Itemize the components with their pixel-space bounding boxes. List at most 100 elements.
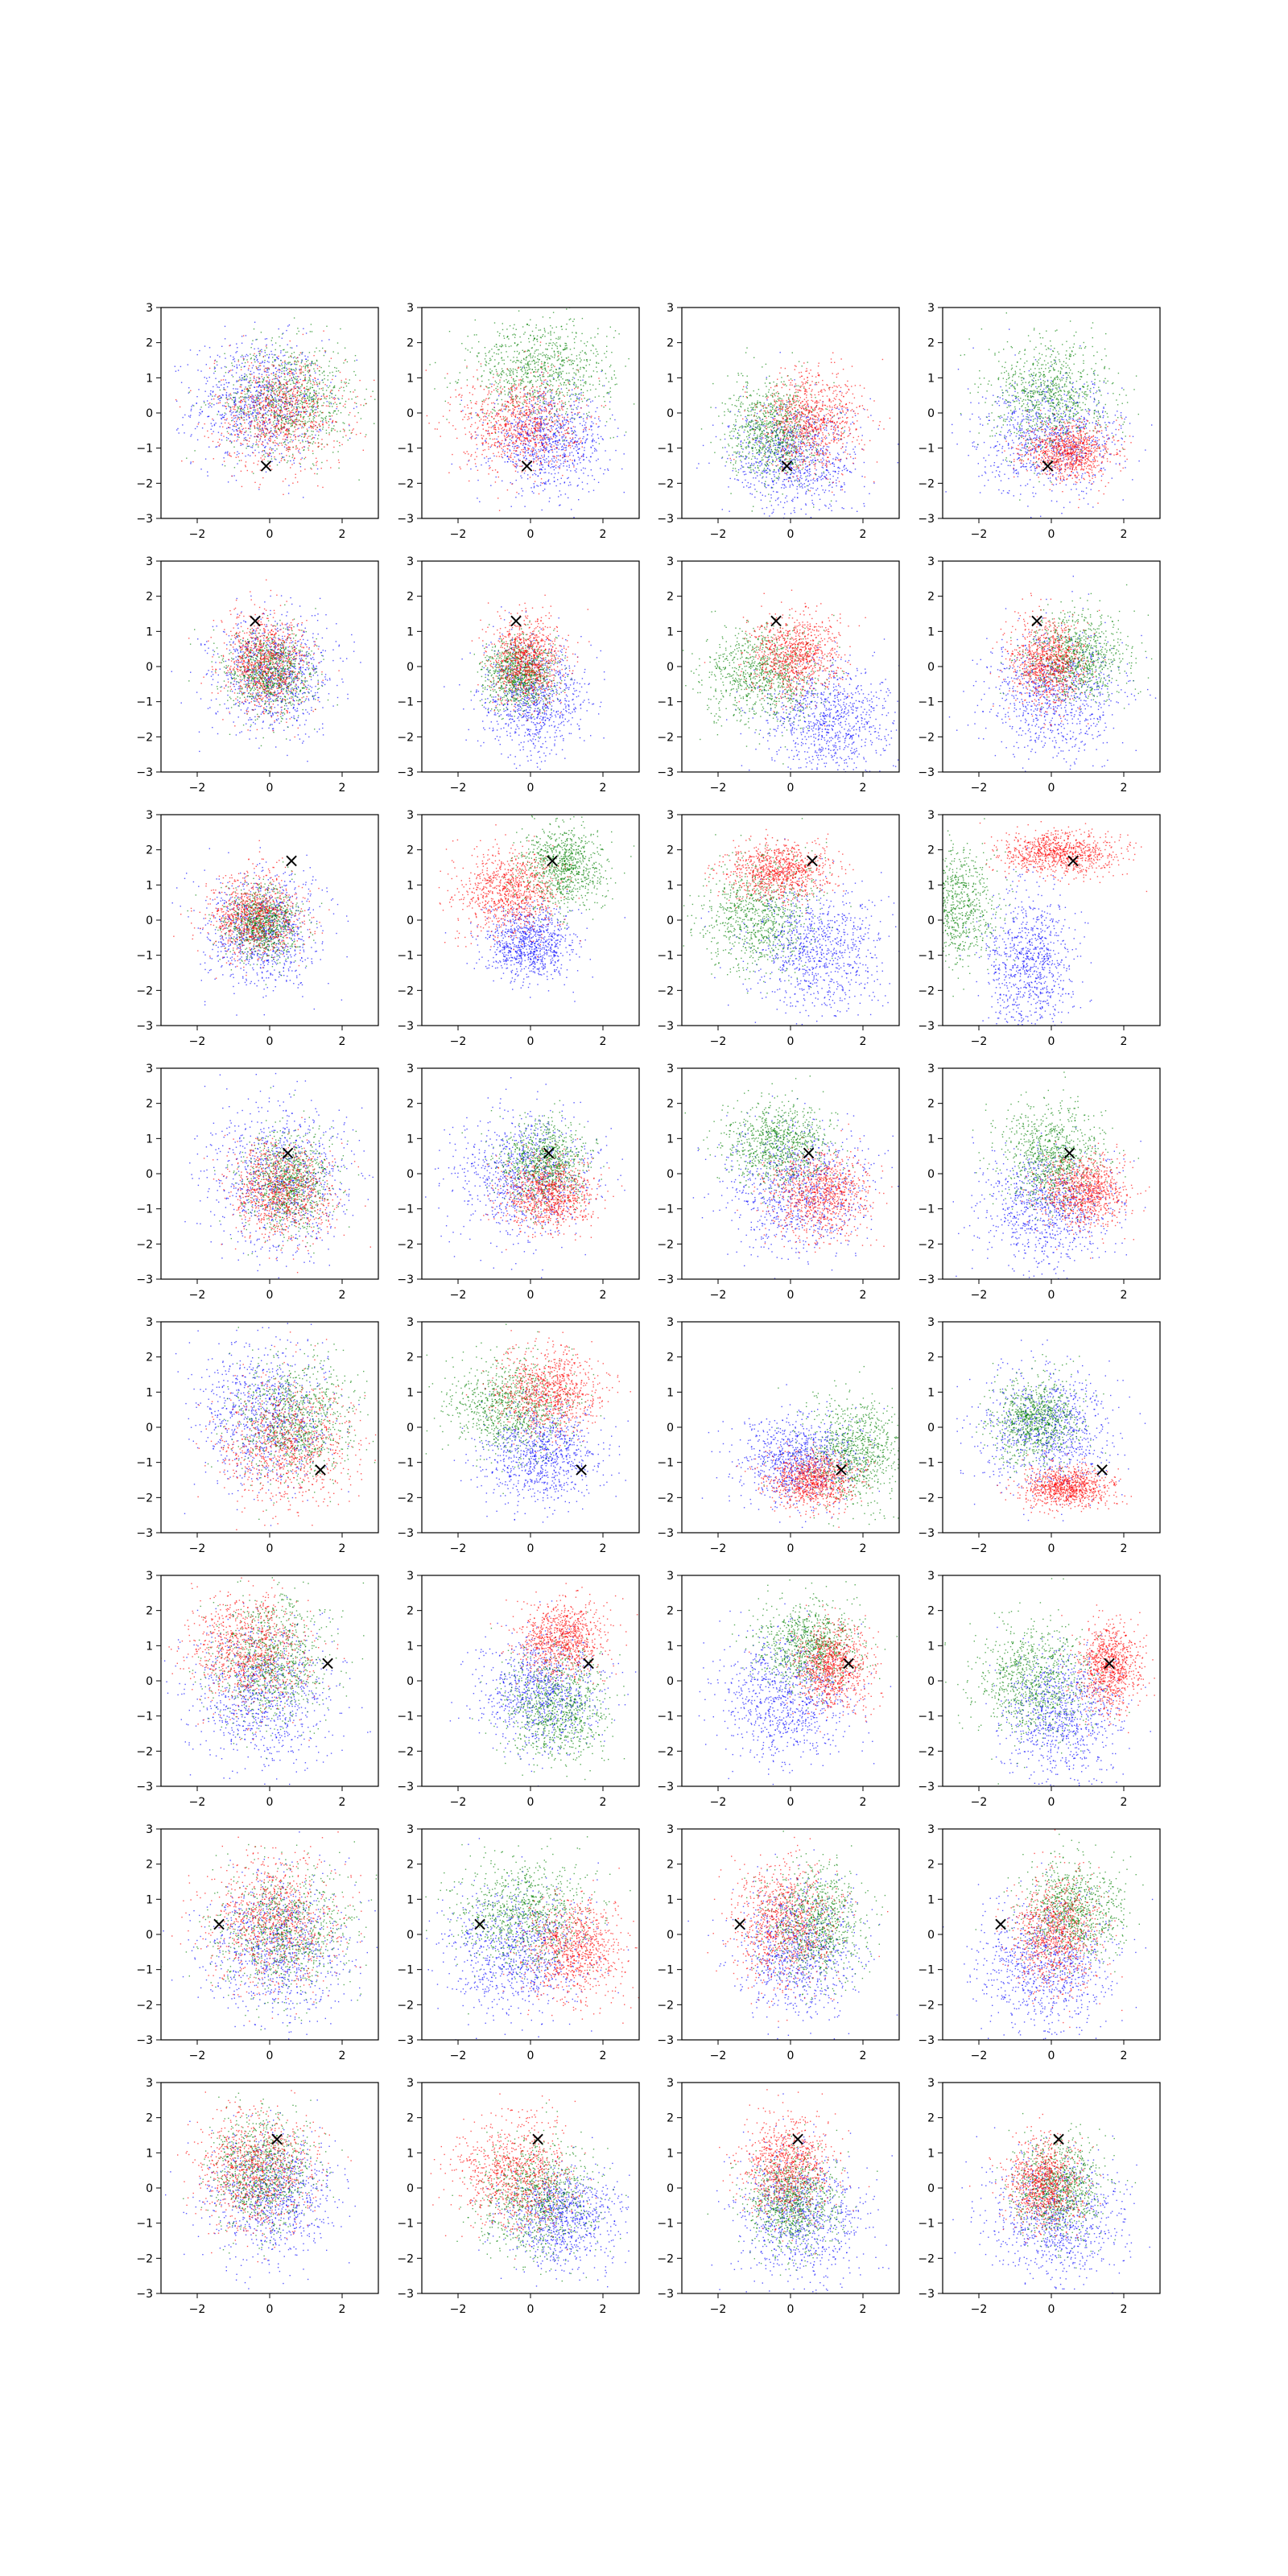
scatter-point (525, 369, 526, 370)
scatter-point (566, 347, 567, 348)
scatter-point (218, 432, 219, 433)
scatter-point (288, 433, 289, 434)
scatter-point (275, 436, 276, 437)
scatter-point (297, 428, 298, 429)
scatter-point (511, 416, 512, 417)
scatter-point (531, 428, 532, 429)
scatter-point (534, 337, 535, 338)
scatter-point (326, 406, 327, 407)
scatter-point (552, 417, 553, 418)
scatter-point (492, 356, 493, 357)
scatter-point (291, 353, 292, 354)
scatter-point (241, 413, 242, 414)
scatter-point (233, 358, 234, 359)
scatter-point (266, 385, 267, 386)
scatter-point (590, 360, 591, 361)
scatter-point (249, 365, 250, 366)
scatter-point (549, 343, 550, 344)
scatter-point (324, 417, 325, 418)
scatter-point (278, 358, 279, 359)
scatter-point (562, 420, 563, 421)
scatter-point (508, 393, 509, 394)
scatter-point (298, 361, 299, 362)
scatter-point (294, 352, 295, 353)
scatter-point (558, 414, 559, 415)
scatter-point (281, 390, 282, 391)
scatter-point (598, 426, 599, 427)
scatter-point (561, 400, 562, 401)
scatter-point (256, 419, 257, 420)
scatter-point (521, 441, 522, 442)
scatter-point (518, 493, 519, 494)
scatter-point (523, 365, 524, 366)
scatter-point (549, 374, 550, 375)
scatter-point (532, 408, 533, 409)
scatter-point (254, 411, 255, 412)
scatter-point (576, 450, 577, 451)
scatter-point (544, 456, 545, 457)
scatter-point (461, 395, 462, 396)
scatter-point (499, 442, 500, 443)
scatter-point (572, 377, 573, 378)
scatter-point (563, 449, 564, 450)
scatter-point (582, 438, 583, 439)
scatter-point (508, 392, 509, 393)
scatter-point (267, 383, 268, 384)
scatter-point (587, 483, 588, 484)
scatter-point (235, 393, 236, 394)
scatter-point (564, 440, 565, 441)
scatter-point (573, 455, 574, 456)
scatter-point (251, 357, 252, 358)
scatter-point (490, 447, 491, 448)
scatter-point (526, 417, 527, 418)
scatter-point (609, 366, 610, 367)
scatter-point (280, 360, 281, 361)
scatter-point (290, 436, 291, 437)
scatter-point (250, 413, 251, 414)
scatter-point (285, 352, 286, 353)
scatter-point (345, 401, 346, 402)
scatter-point (233, 440, 234, 441)
scatter-point (537, 414, 538, 415)
scatter-point (549, 317, 550, 318)
scatter-point (270, 384, 271, 385)
scatter-point (506, 429, 507, 430)
scatter-point (302, 398, 303, 399)
scatter-point (547, 385, 548, 386)
scatter-point (502, 457, 503, 458)
scatter-point (533, 340, 534, 341)
scatter-point (352, 432, 353, 433)
scatter-point (606, 346, 607, 347)
scatter-point (505, 416, 506, 417)
scatter-point (543, 482, 544, 483)
scatter-point (505, 455, 506, 456)
scatter-point (535, 402, 536, 403)
scatter-point (372, 391, 373, 392)
scatter-point (586, 370, 587, 371)
scatter-point (300, 417, 301, 418)
scatter-point (215, 447, 216, 448)
scatter-point (551, 392, 552, 393)
scatter-point (566, 411, 567, 412)
scatter-point (549, 414, 550, 415)
scatter-point (356, 434, 357, 435)
scatter-point (364, 399, 365, 400)
scatter-point (565, 385, 566, 386)
scatter-point (286, 434, 287, 435)
scatter-point (309, 415, 310, 416)
scatter-point (550, 332, 551, 333)
scatter-point (520, 384, 521, 385)
scatter-point (525, 449, 526, 450)
scatter-point (491, 386, 492, 387)
scatter-point (253, 412, 254, 413)
scatter-point (501, 425, 502, 426)
scatter-point (296, 379, 297, 380)
scatter-point (296, 361, 297, 362)
scatter-point (261, 391, 262, 392)
scatter-point (260, 407, 261, 408)
scatter-point (604, 353, 605, 354)
scatter-point (501, 352, 502, 353)
scatter-point (237, 456, 238, 457)
scatter-point (279, 430, 280, 431)
scatter-point (296, 424, 297, 425)
